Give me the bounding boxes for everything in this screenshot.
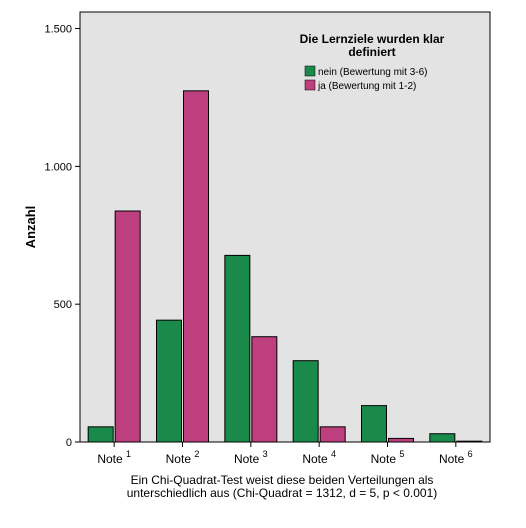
bar-nein-note-3 — [224, 254, 251, 443]
bar-nein-note-6 — [429, 433, 456, 443]
x-tick-label-note-2: Note 2 — [166, 449, 200, 466]
bar-ja-note-4 — [319, 426, 346, 443]
x-tick-label-note-5: Note 5 — [371, 449, 405, 466]
bar-nein-note-2 — [156, 319, 182, 443]
legend-swatch-ja — [304, 79, 316, 91]
legend-title-line-2: definiert — [348, 45, 395, 59]
bar-ja-note-1 — [114, 210, 141, 443]
x-tick-label-note-3: Note 3 — [234, 449, 268, 466]
y-tick-label-0: 0 — [66, 437, 72, 449]
x-tick-label-note-4: Note 4 — [302, 449, 336, 466]
bar-nein-note-4 — [292, 360, 319, 443]
y-axis-label: Anzahl — [23, 206, 38, 249]
legend: Die Lernziele wurden klar definiert nein… — [300, 32, 445, 92]
y-tick-label-3: 1.500 — [44, 24, 72, 36]
x-tick-label-note-6: Note 6 — [439, 449, 473, 466]
bar-nein-note-5 — [361, 405, 387, 443]
plot-area — [79, 11, 491, 443]
y-tick-label-2: 1.000 — [44, 161, 72, 173]
legend-swatch-nein — [304, 65, 316, 77]
y-tick-label-1: 500 — [54, 299, 72, 311]
bar-ja-note-2 — [183, 90, 209, 443]
bar-ja-note-5 — [388, 437, 414, 443]
bar-ja-note-6 — [456, 440, 483, 443]
caption-line-1: Ein Chi-Quadrat-Test weist diese beiden … — [131, 473, 434, 487]
bar-nein-note-1 — [87, 426, 114, 443]
x-tick-label-note-1: Note 1 — [97, 449, 131, 466]
caption-line-2: unterschiedlich aus (Chi-Quadrat = 1312,… — [127, 486, 438, 500]
legend-label-ja: ja (Bewertung mit 1-2) — [317, 81, 416, 92]
bar-ja-note-3 — [251, 336, 278, 443]
legend-label-nein: nein (Bewertung mit 3-6) — [318, 67, 428, 78]
legend-title-line-1: Die Lernziele wurden klar — [300, 32, 445, 46]
